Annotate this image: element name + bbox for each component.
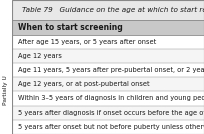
- Bar: [12, 106, 204, 120]
- Bar: [12, 91, 204, 106]
- Bar: [12, 35, 204, 49]
- Bar: [12, 120, 204, 134]
- Text: Age 11 years, 5 years after pre-pubertal onset, or 2 years after p: Age 11 years, 5 years after pre-pubertal…: [18, 67, 204, 73]
- Text: Age 12 years: Age 12 years: [18, 53, 62, 59]
- Bar: [12, 77, 204, 91]
- Text: 5 years after onset but not before puberty unless otherwise indi: 5 years after onset but not before puber…: [18, 124, 204, 130]
- Text: 5 years after diagnosis if onset occurs before the age of 30 year: 5 years after diagnosis if onset occurs …: [18, 110, 204, 116]
- Text: Partially U: Partially U: [3, 75, 8, 105]
- Text: When to start screening: When to start screening: [18, 23, 123, 32]
- Bar: [12, 49, 204, 63]
- Text: Age 12 years, or at post-pubertal onset: Age 12 years, or at post-pubertal onset: [18, 81, 150, 87]
- Text: After age 15 years, or 5 years after onset: After age 15 years, or 5 years after ons…: [18, 39, 156, 45]
- Bar: [12, 0, 204, 20]
- Text: Table 79   Guidance on the age at which to start retinu: Table 79 Guidance on the age at which to…: [22, 7, 204, 13]
- Text: Within 3–5 years of diagnosis in children and young people ol: Within 3–5 years of diagnosis in childre…: [18, 96, 204, 101]
- Bar: [12, 20, 204, 35]
- Bar: [12, 63, 204, 77]
